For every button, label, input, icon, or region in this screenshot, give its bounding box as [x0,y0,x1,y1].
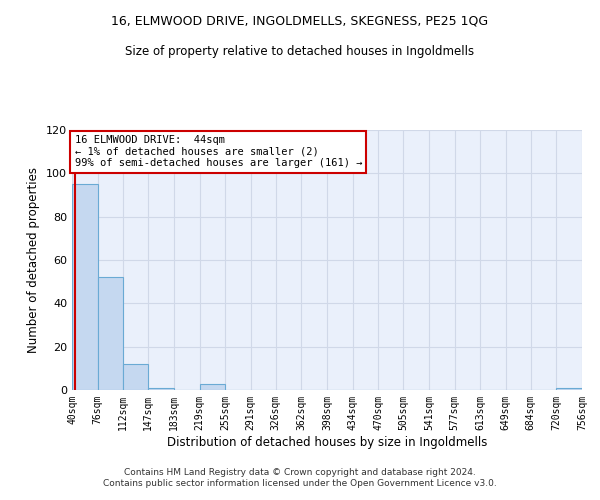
X-axis label: Distribution of detached houses by size in Ingoldmells: Distribution of detached houses by size … [167,436,487,448]
Bar [98,278,123,390]
Text: Contains HM Land Registry data © Crown copyright and database right 2024.
Contai: Contains HM Land Registry data © Crown c… [103,468,497,487]
Bar [72,184,98,390]
Text: 16 ELMWOOD DRIVE:  44sqm
← 1% of detached houses are smaller (2)
99% of semi-det: 16 ELMWOOD DRIVE: 44sqm ← 1% of detached… [74,135,362,168]
Bar [556,388,582,390]
Text: Size of property relative to detached houses in Ingoldmells: Size of property relative to detached ho… [125,45,475,58]
Y-axis label: Number of detached properties: Number of detached properties [28,167,40,353]
Bar [199,384,225,390]
Bar [148,388,174,390]
Text: 16, ELMWOOD DRIVE, INGOLDMELLS, SKEGNESS, PE25 1QG: 16, ELMWOOD DRIVE, INGOLDMELLS, SKEGNESS… [112,15,488,28]
Bar [123,364,148,390]
